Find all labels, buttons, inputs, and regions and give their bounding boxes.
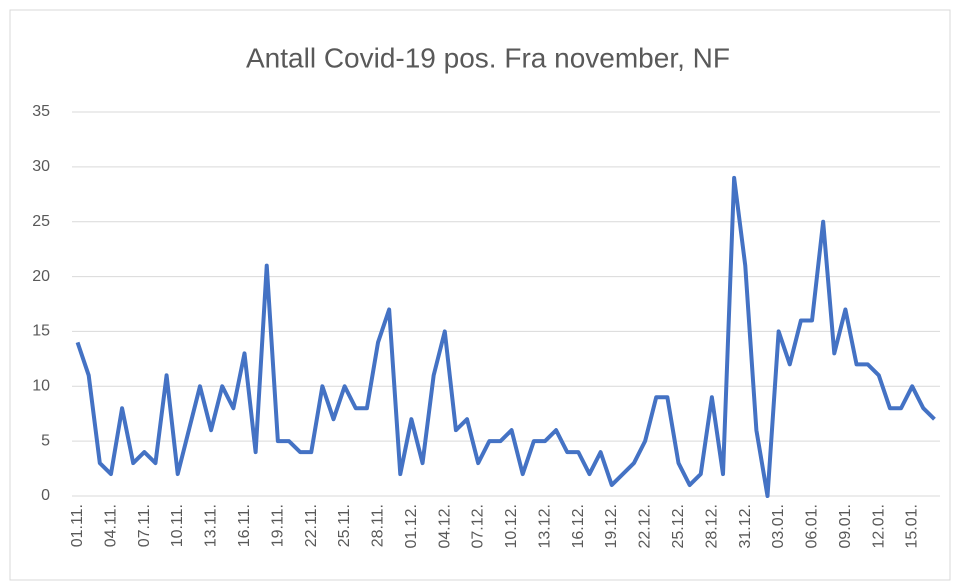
y-tick-label: 0 bbox=[41, 487, 50, 504]
x-tick-label: 22.11. bbox=[303, 504, 320, 547]
y-tick-label: 15 bbox=[32, 323, 50, 340]
data-line bbox=[75, 175, 936, 498]
x-tick-label: 31.12. bbox=[737, 504, 754, 548]
x-tick-label: 01.11. bbox=[69, 504, 86, 547]
x-tick-label: 25.12. bbox=[670, 504, 687, 548]
x-tick-label: 09.01. bbox=[837, 504, 854, 548]
y-tick-label: 35 bbox=[32, 103, 50, 120]
x-tick-label: 19.12. bbox=[603, 504, 620, 548]
x-tick-label: 10.12. bbox=[503, 504, 520, 548]
x-tick-label: 25.11. bbox=[336, 504, 353, 547]
x-tick-label: 04.11. bbox=[102, 504, 119, 547]
y-tick-label: 20 bbox=[32, 268, 50, 285]
y-tick-label: 5 bbox=[41, 432, 50, 449]
x-tick-label: 28.11. bbox=[370, 504, 387, 547]
x-tick-label: 16.11. bbox=[236, 504, 253, 547]
x-tick-label: 19.11. bbox=[269, 504, 286, 547]
x-tick-label: 15.01. bbox=[904, 504, 921, 548]
chart-frame bbox=[9, 9, 951, 581]
x-tick-label: 13.12. bbox=[536, 504, 553, 548]
x-tick-label: 04.12. bbox=[436, 504, 453, 548]
x-tick-label: 12.01. bbox=[870, 504, 887, 548]
x-tick-label: 01.12. bbox=[403, 504, 420, 548]
x-tick-label: 28.12. bbox=[703, 504, 720, 548]
chart-title: Antall Covid-19 pos. Fra november, NF bbox=[246, 42, 730, 73]
x-tick-label: 03.01. bbox=[770, 504, 787, 548]
y-tick-label: 30 bbox=[32, 158, 50, 175]
x-tick-label: 07.12. bbox=[470, 504, 487, 548]
x-tick-label: 06.01. bbox=[804, 504, 821, 548]
y-tick-label: 10 bbox=[32, 378, 50, 395]
x-tick-label: 22.12. bbox=[637, 504, 654, 548]
x-tick-label: 07.11. bbox=[136, 504, 153, 547]
x-tick-label: 13.11. bbox=[203, 504, 220, 547]
x-tick-label: 10.11. bbox=[169, 504, 186, 547]
x-tick-label: 16.12. bbox=[570, 504, 587, 548]
y-tick-label: 25 bbox=[32, 213, 50, 230]
